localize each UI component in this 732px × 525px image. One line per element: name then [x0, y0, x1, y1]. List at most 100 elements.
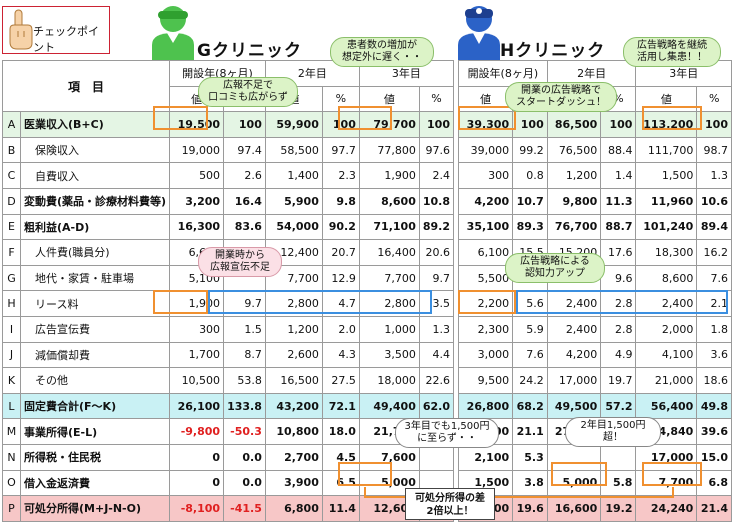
h-value-cell: 17,000 — [546, 367, 602, 394]
checkpoint-label: チェックポイント — [33, 25, 99, 54]
h-value-cell: 9,800 — [546, 187, 602, 215]
h-value-cell: 18,300 — [635, 239, 698, 266]
row-letter: E — [2, 213, 21, 241]
g-percent-cell: 133.8 — [223, 392, 266, 420]
g-value-cell: 1,400 — [264, 162, 323, 189]
g-value-cell: 79,700 — [358, 111, 420, 138]
h-percent-header: % — [696, 85, 732, 113]
row-label: 地代・家賃・駐車場 — [19, 264, 171, 292]
h-percent-cell: 10.6 — [696, 187, 732, 215]
g-percent-cell: 27.5 — [321, 367, 360, 394]
g-value-cell: 1,900 — [358, 162, 420, 189]
g-value-cell: 16,500 — [264, 367, 323, 394]
h-percent-cell: 1.3 — [696, 162, 732, 189]
row-label: 事業所得(E-L) — [19, 418, 171, 445]
g-percent-cell: 3.5 — [418, 290, 455, 317]
g-row-k: K その他 10,500 53.8 16,500 27.5 18,000 22.6 — [2, 367, 455, 394]
h-percent-cell: 100 — [696, 111, 732, 138]
g-percent-cell: 4.4 — [418, 341, 455, 369]
g-percent-cell: 11.4 — [321, 495, 360, 522]
h-percent-cell: 88.4 — [600, 136, 637, 164]
g-percent-cell: 20.6 — [418, 239, 455, 266]
h-clinic-title: Hクリニック — [500, 41, 606, 61]
item-header: 項 目 — [1, 59, 171, 113]
g-value-cell: 3,500 — [358, 341, 420, 369]
h-value-cell: 2,100 — [457, 443, 514, 471]
h-strategy-callout: 広告戦略を継続 活用し集患！！ — [623, 37, 721, 67]
h-percent-cell: 21.1 — [512, 418, 548, 445]
h-percent-cell: 49.8 — [696, 392, 732, 420]
g-value-cell: 7,600 — [358, 443, 420, 471]
h-dash-callout: 開業の広告戦略で スタートダッシュ！ — [505, 82, 617, 112]
g-row-i: I 広告宣伝費 300 1.5 1,200 2.0 1,000 1.3 — [2, 315, 455, 343]
h-value-cell: 24,240 — [635, 495, 698, 522]
g-value-cell: -9,800 — [169, 418, 225, 445]
h-value-cell: 1,500 — [635, 162, 698, 189]
g-percent-cell: 72.1 — [321, 392, 360, 420]
h-percent-cell: 7.6 — [696, 264, 732, 292]
g-p-year3-highlight — [338, 462, 392, 486]
h-value-cell: 2,300 — [457, 315, 514, 343]
h-percent-cell: 19.7 — [600, 367, 637, 394]
g-value-cell: 1,000 — [358, 315, 420, 343]
h-percent-cell: 39.6 — [696, 418, 732, 445]
difference-summary: 可処分所得の差 2倍以上！ — [405, 488, 495, 520]
h-percent-cell: 98.7 — [696, 136, 732, 164]
h-percent-cell: 2.8 — [600, 315, 637, 343]
h-percent-cell: 21.4 — [696, 495, 732, 522]
g-ad-callout: 広報不足で 口コミも広がらず — [198, 77, 298, 107]
row-letter: C — [2, 162, 21, 189]
g-percent-cell: 2.4 — [418, 162, 455, 189]
row-letter: M — [2, 418, 21, 445]
pointing-hand-icon — [9, 9, 33, 50]
g-row-c: C 自費収入 500 2.6 1,400 2.3 1,900 2.4 — [2, 162, 455, 189]
h-value-cell: 4,200 — [546, 341, 602, 369]
g-value-cell: 19,500 — [169, 111, 225, 138]
h-value-cell: 6,100 — [457, 239, 514, 266]
h-percent-cell: 89.3 — [512, 213, 548, 241]
g-value-cell: 58,500 — [264, 136, 323, 164]
h-value-cell: 8,600 — [635, 264, 698, 292]
row-letter: P — [2, 495, 21, 522]
checkpoint-badge: チェックポイント — [2, 6, 110, 54]
g-a-year3-highlight — [338, 106, 392, 130]
row-letter: F — [2, 239, 21, 266]
g-row-o: O 借入金返済費 0 0.0 3,900 6.5 5,000 — [2, 469, 455, 497]
g-value-cell: 10,500 — [169, 367, 225, 394]
h-row-c: 300 0.8 1,200 1.4 1,500 1.3 — [457, 162, 732, 189]
g-value-cell: 1,700 — [169, 341, 225, 369]
h-percent-cell: 57.2 — [600, 392, 637, 420]
h-value-cell: 16,600 — [546, 495, 602, 522]
g-value-cell: 54,000 — [264, 213, 323, 241]
h-row-i: 2,300 5.9 2,400 2.8 2,000 1.8 — [457, 315, 732, 343]
g-value-cell: 18,000 — [358, 367, 420, 394]
g-percent-header: % — [418, 85, 455, 113]
g-percent-cell: 4.3 — [321, 341, 360, 369]
g-row-j: J 減価償却費 1,700 8.7 2,600 4.3 3,500 4.4 — [2, 341, 455, 369]
g-clinic-title: Gクリニック — [197, 41, 302, 61]
h-percent-cell: 19.2 — [600, 495, 637, 522]
h-value-cell: 5,500 — [457, 264, 514, 292]
g-percent-cell: 2.3 — [321, 162, 360, 189]
h-value-cell: 49,500 — [546, 392, 602, 420]
h-value-cell: 76,700 — [546, 213, 602, 241]
g-percent-cell: 8.7 — [223, 341, 266, 369]
g-percent-cell: 1.5 — [223, 315, 266, 343]
h-value-cell: 1,200 — [546, 162, 602, 189]
h-value-cell: 2,400 — [546, 315, 602, 343]
h-percent-cell: 24.2 — [512, 367, 548, 394]
g-value-cell: 8,600 — [358, 187, 420, 215]
g-percent-cell: 89.2 — [418, 213, 455, 241]
g-percent-cell — [418, 443, 455, 471]
h-percent-cell: 99.2 — [512, 136, 548, 164]
h-percent-cell: 68.2 — [512, 392, 548, 420]
h-a-year3-highlight — [642, 106, 702, 130]
h-percent-cell: 0.8 — [512, 162, 548, 189]
row-label: その他 — [19, 367, 171, 394]
g-value-cell: 10,800 — [264, 418, 323, 445]
g-percent-cell: 16.4 — [223, 187, 266, 215]
g-percent-cell: 6.5 — [321, 469, 360, 497]
row-label: 所得税・住民税 — [19, 443, 171, 471]
g-i-year1-highlight — [153, 290, 208, 314]
